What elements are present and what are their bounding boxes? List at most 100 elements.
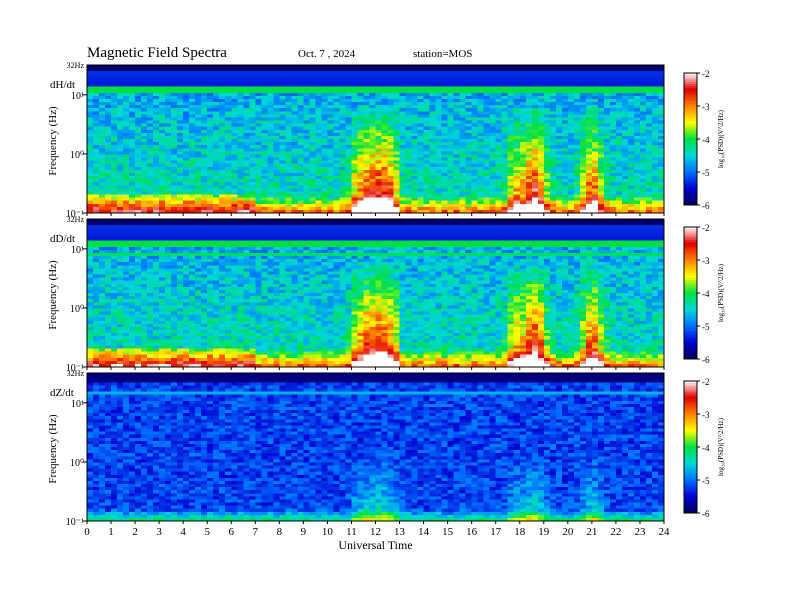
colorbar-segment bbox=[684, 339, 697, 342]
colorbar-segment bbox=[684, 389, 697, 393]
colorbar-segment bbox=[684, 396, 697, 400]
colorbar-segment bbox=[684, 381, 697, 384]
colorbar-segment bbox=[684, 383, 697, 386]
colorbar-segment bbox=[684, 290, 697, 294]
x-tick-label: 11 bbox=[346, 526, 357, 538]
colorbar-segment bbox=[684, 477, 697, 481]
colorbar-segment bbox=[684, 411, 697, 415]
colorbar-segment bbox=[684, 275, 697, 279]
colorbar-tick-label: -3 bbox=[702, 256, 710, 266]
colorbar-segment bbox=[684, 178, 697, 182]
colorbar-segment bbox=[684, 110, 697, 114]
colorbar-segment bbox=[684, 475, 697, 479]
x-tick-label: 8 bbox=[277, 526, 283, 538]
colorbar-tick-label: -4 bbox=[702, 289, 710, 299]
colorbar-segment bbox=[684, 90, 697, 94]
x-tick-label: 12 bbox=[370, 526, 381, 538]
colorbar-segment bbox=[684, 73, 697, 76]
colorbar-tick-label: -6 bbox=[702, 201, 710, 211]
spectrogram-panel-2: 10¹ 10⁰ 10⁻¹ 32Hz dD/dt Frequency (Hz) -2 -3 -4 -… bbox=[47, 215, 725, 374]
colorbar-segment bbox=[684, 227, 697, 230]
colorbar-segment bbox=[684, 350, 697, 353]
colorbar-tick-label: -6 bbox=[702, 509, 710, 519]
colorbar-segment bbox=[684, 117, 697, 120]
colorbar-segment bbox=[684, 260, 697, 263]
colorbar-segment bbox=[684, 244, 697, 248]
colorbar-segment bbox=[684, 444, 697, 448]
colorbar-segment bbox=[684, 268, 697, 272]
colorbar-segment bbox=[684, 304, 697, 307]
colorbar-segment bbox=[684, 297, 697, 301]
colorbar-segment bbox=[684, 431, 697, 435]
colorbar-segment bbox=[684, 405, 697, 408]
colorbar-segment bbox=[684, 510, 697, 514]
colorbar-segment bbox=[684, 458, 697, 461]
colorbar-segment bbox=[684, 123, 697, 127]
colorbar-segment bbox=[684, 128, 697, 131]
colorbar-segment bbox=[684, 337, 697, 340]
colorbar-segment bbox=[684, 154, 697, 158]
colorbar-segment bbox=[684, 286, 697, 290]
x-tick-label: 24 bbox=[659, 526, 671, 538]
colorbar-2 bbox=[684, 227, 697, 360]
y-tick-label: 10⁰ bbox=[70, 458, 84, 469]
colorbar-segment bbox=[684, 103, 697, 107]
colorbar-tick-label: -2 bbox=[702, 69, 710, 79]
colorbar-segment bbox=[684, 418, 697, 422]
colorbar-segment bbox=[684, 238, 697, 241]
colorbar-segment bbox=[684, 86, 697, 89]
colorbar-segment bbox=[684, 462, 697, 466]
colorbar-segment bbox=[684, 460, 697, 463]
colorbar-segment bbox=[684, 108, 697, 111]
colorbar-segment bbox=[684, 132, 697, 136]
colorbar-segment bbox=[684, 176, 697, 180]
colorbar-segment bbox=[684, 249, 697, 252]
colorbar-segment bbox=[684, 422, 697, 426]
colorbar-segment bbox=[684, 343, 697, 347]
colorbar-segment bbox=[684, 79, 697, 83]
colorbar-segment bbox=[684, 306, 697, 309]
colorbar-segment bbox=[684, 97, 697, 100]
panel-label: dH/dt bbox=[50, 79, 75, 91]
colorbar-segment bbox=[684, 169, 697, 173]
y-tick-label: 10¹ bbox=[71, 91, 84, 102]
colorbar-segment bbox=[684, 356, 697, 360]
x-tick-label: 0 bbox=[84, 526, 90, 538]
colorbar-segment bbox=[684, 101, 697, 105]
colorbar-segment bbox=[684, 174, 697, 177]
colorbar-segment bbox=[684, 398, 697, 402]
colorbar-tick-label: -3 bbox=[702, 410, 710, 420]
colorbar-segment bbox=[684, 495, 697, 499]
colorbar-tick-label: -2 bbox=[702, 377, 710, 387]
colorbar-segment bbox=[684, 301, 697, 305]
y-top-label: 32Hz bbox=[67, 369, 85, 378]
station-label: station=MOS bbox=[413, 48, 473, 60]
colorbar-segment bbox=[684, 480, 697, 483]
heatmap-cells-2 bbox=[87, 219, 665, 368]
colorbar-segment bbox=[684, 167, 697, 171]
y-tick-label: 10⁻¹ bbox=[66, 209, 84, 220]
x-tick-label: 6 bbox=[229, 526, 235, 538]
heatmap-cells-1 bbox=[87, 65, 665, 214]
colorbar-segment bbox=[684, 233, 697, 237]
colorbar-segment bbox=[684, 191, 697, 195]
colorbar-segment bbox=[684, 277, 697, 281]
colorbar-segment bbox=[684, 416, 697, 419]
colorbar-segment bbox=[684, 152, 697, 155]
colorbar-segment bbox=[684, 202, 697, 206]
colorbar-tick-label: -3 bbox=[702, 102, 710, 112]
panel-label: dZ/dt bbox=[50, 387, 74, 399]
y-tick-label: 10¹ bbox=[71, 399, 84, 410]
colorbar-segment bbox=[684, 150, 697, 153]
colorbar-segment bbox=[684, 332, 697, 336]
colorbar-segment bbox=[684, 88, 697, 92]
colorbar-segment bbox=[684, 264, 697, 268]
colorbar-segment bbox=[684, 288, 697, 292]
colorbar-segment bbox=[684, 308, 697, 312]
x-tick-label: 17 bbox=[490, 526, 502, 538]
colorbar-segment bbox=[684, 486, 697, 490]
colorbar-segment bbox=[684, 196, 697, 199]
colorbar-segment bbox=[684, 464, 697, 468]
colorbar-segment bbox=[684, 266, 697, 270]
